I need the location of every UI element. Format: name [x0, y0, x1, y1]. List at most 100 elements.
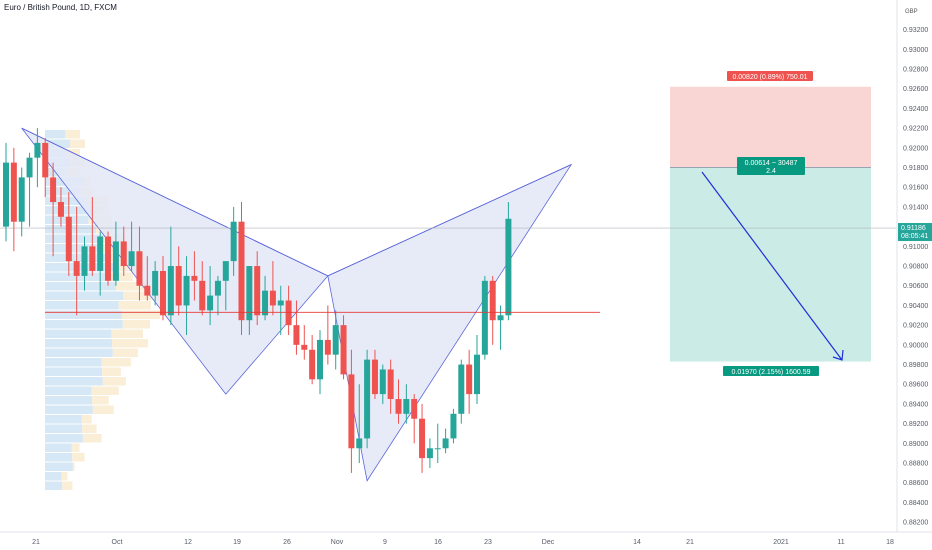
- candle-body: [191, 275, 198, 281]
- volume-bar-buy: [45, 481, 63, 490]
- trade-arrow-head: [832, 349, 844, 361]
- x-tick-label: 9: [383, 539, 387, 546]
- candle-body: [301, 344, 308, 350]
- volume-bar-sell: [65, 130, 80, 139]
- x-tick-label: Nov: [331, 539, 344, 546]
- pattern-line-xb: [21, 127, 329, 277]
- pattern-line-bd: [327, 164, 572, 277]
- volume-bar-sell: [108, 272, 133, 281]
- x-tick-label: 12: [184, 539, 192, 546]
- y-tick-label: 0.89600: [903, 382, 928, 389]
- volume-bar-buy: [45, 320, 123, 329]
- candle-body: [214, 280, 221, 296]
- volume-bar-sell: [92, 405, 114, 414]
- target-label-box: [723, 366, 819, 376]
- x-tick-label: 2021: [773, 539, 789, 546]
- volume-bar-buy: [45, 130, 65, 139]
- candle-body: [42, 142, 49, 178]
- y-tick-label: 0.91600: [903, 185, 928, 192]
- y-tick-label: 0.93000: [903, 47, 928, 54]
- volume-bar-buy: [45, 367, 103, 376]
- volume-bar-buy: [45, 282, 116, 291]
- candle-body: [309, 349, 316, 380]
- currency-label: GBP: [905, 9, 918, 15]
- volume-bar-buy: [45, 453, 73, 462]
- x-tick-label: 23: [484, 539, 492, 546]
- volume-bar-buy: [45, 386, 92, 395]
- candle-body: [348, 374, 355, 449]
- x-tick-label: 18: [886, 539, 894, 546]
- y-tick-label: 0.89400: [903, 401, 928, 408]
- candle-body: [246, 266, 253, 321]
- volume-bar-buy: [45, 291, 124, 300]
- candle-body: [183, 275, 190, 306]
- volume-bar-buy: [45, 196, 87, 205]
- y-tick-label: 0.89800: [903, 362, 928, 369]
- volume-bar-sell: [102, 377, 126, 386]
- volume-bar-sell: [82, 424, 97, 433]
- candle-body: [34, 142, 41, 158]
- x-tick-label: 19: [233, 539, 241, 546]
- y-tick-label: 0.90000: [903, 342, 928, 349]
- volume-bar-buy: [45, 234, 104, 243]
- candle-body: [497, 315, 504, 321]
- candle-body: [97, 236, 104, 271]
- y-tick-label: 0.89200: [903, 421, 928, 428]
- y-tick-label: 0.92400: [903, 106, 928, 113]
- stop-label-text: 0.00820 (0.89%) 750.01: [732, 74, 807, 81]
- x-tick-label: 21: [32, 539, 40, 546]
- candle-body: [167, 266, 174, 316]
- y-tick-label: 0.90400: [903, 303, 928, 310]
- y-tick-label: 0.88800: [903, 461, 928, 468]
- countdown-text: 08:05:41: [901, 233, 928, 240]
- volume-bar-buy: [45, 139, 70, 148]
- candle-body: [262, 290, 269, 316]
- candle-body: [128, 251, 135, 267]
- entry-label-text: 0.00614 ~ 30487: [745, 160, 798, 167]
- y-tick-label: 0.88200: [903, 520, 928, 527]
- candle-body: [379, 369, 386, 395]
- candles: [3, 128, 512, 473]
- y-tick-label: 0.91800: [903, 165, 928, 172]
- volume-bar-sell: [112, 348, 138, 357]
- candle-body: [50, 177, 57, 203]
- candle-body: [371, 359, 378, 395]
- volume-bar-buy: [45, 472, 62, 481]
- candle-body: [481, 280, 488, 355]
- candle-body: [426, 448, 433, 459]
- y-tick-label: 0.91400: [903, 204, 928, 211]
- candle-body: [419, 418, 426, 459]
- candle-body: [340, 325, 347, 375]
- candle-body: [505, 218, 512, 316]
- y-tick-label: 0.88400: [903, 500, 928, 507]
- candle-body: [285, 300, 292, 326]
- volume-bar-buy: [45, 329, 112, 338]
- volume-bar-buy: [45, 415, 82, 424]
- volume-bar-sell: [101, 358, 131, 367]
- candle-body: [207, 295, 214, 311]
- candle-body: [238, 221, 245, 321]
- candle-body: [81, 246, 88, 276]
- x-tick-label: 16: [434, 539, 442, 546]
- stop-loss-zone: [670, 86, 871, 168]
- volume-bar-buy: [45, 462, 73, 471]
- candle-body: [10, 162, 17, 222]
- candle-body: [277, 300, 284, 306]
- candle-body: [474, 354, 480, 395]
- candle-body: [144, 285, 151, 296]
- y-tick-label: 0.93200: [903, 27, 928, 34]
- volume-bar-buy: [45, 301, 119, 310]
- candle-body: [450, 413, 457, 439]
- volume-bar-sell: [122, 310, 161, 319]
- candle-body: [466, 364, 473, 395]
- volume-bar-sell: [81, 415, 92, 424]
- volume-bar-buy: [45, 339, 113, 348]
- candle-body: [120, 241, 127, 267]
- candle-body: [489, 280, 496, 321]
- volume-bar-sell: [82, 434, 102, 443]
- x-tick-label: Dec: [542, 539, 555, 546]
- candle-body: [293, 325, 300, 345]
- x-tick-label: 14: [633, 539, 641, 546]
